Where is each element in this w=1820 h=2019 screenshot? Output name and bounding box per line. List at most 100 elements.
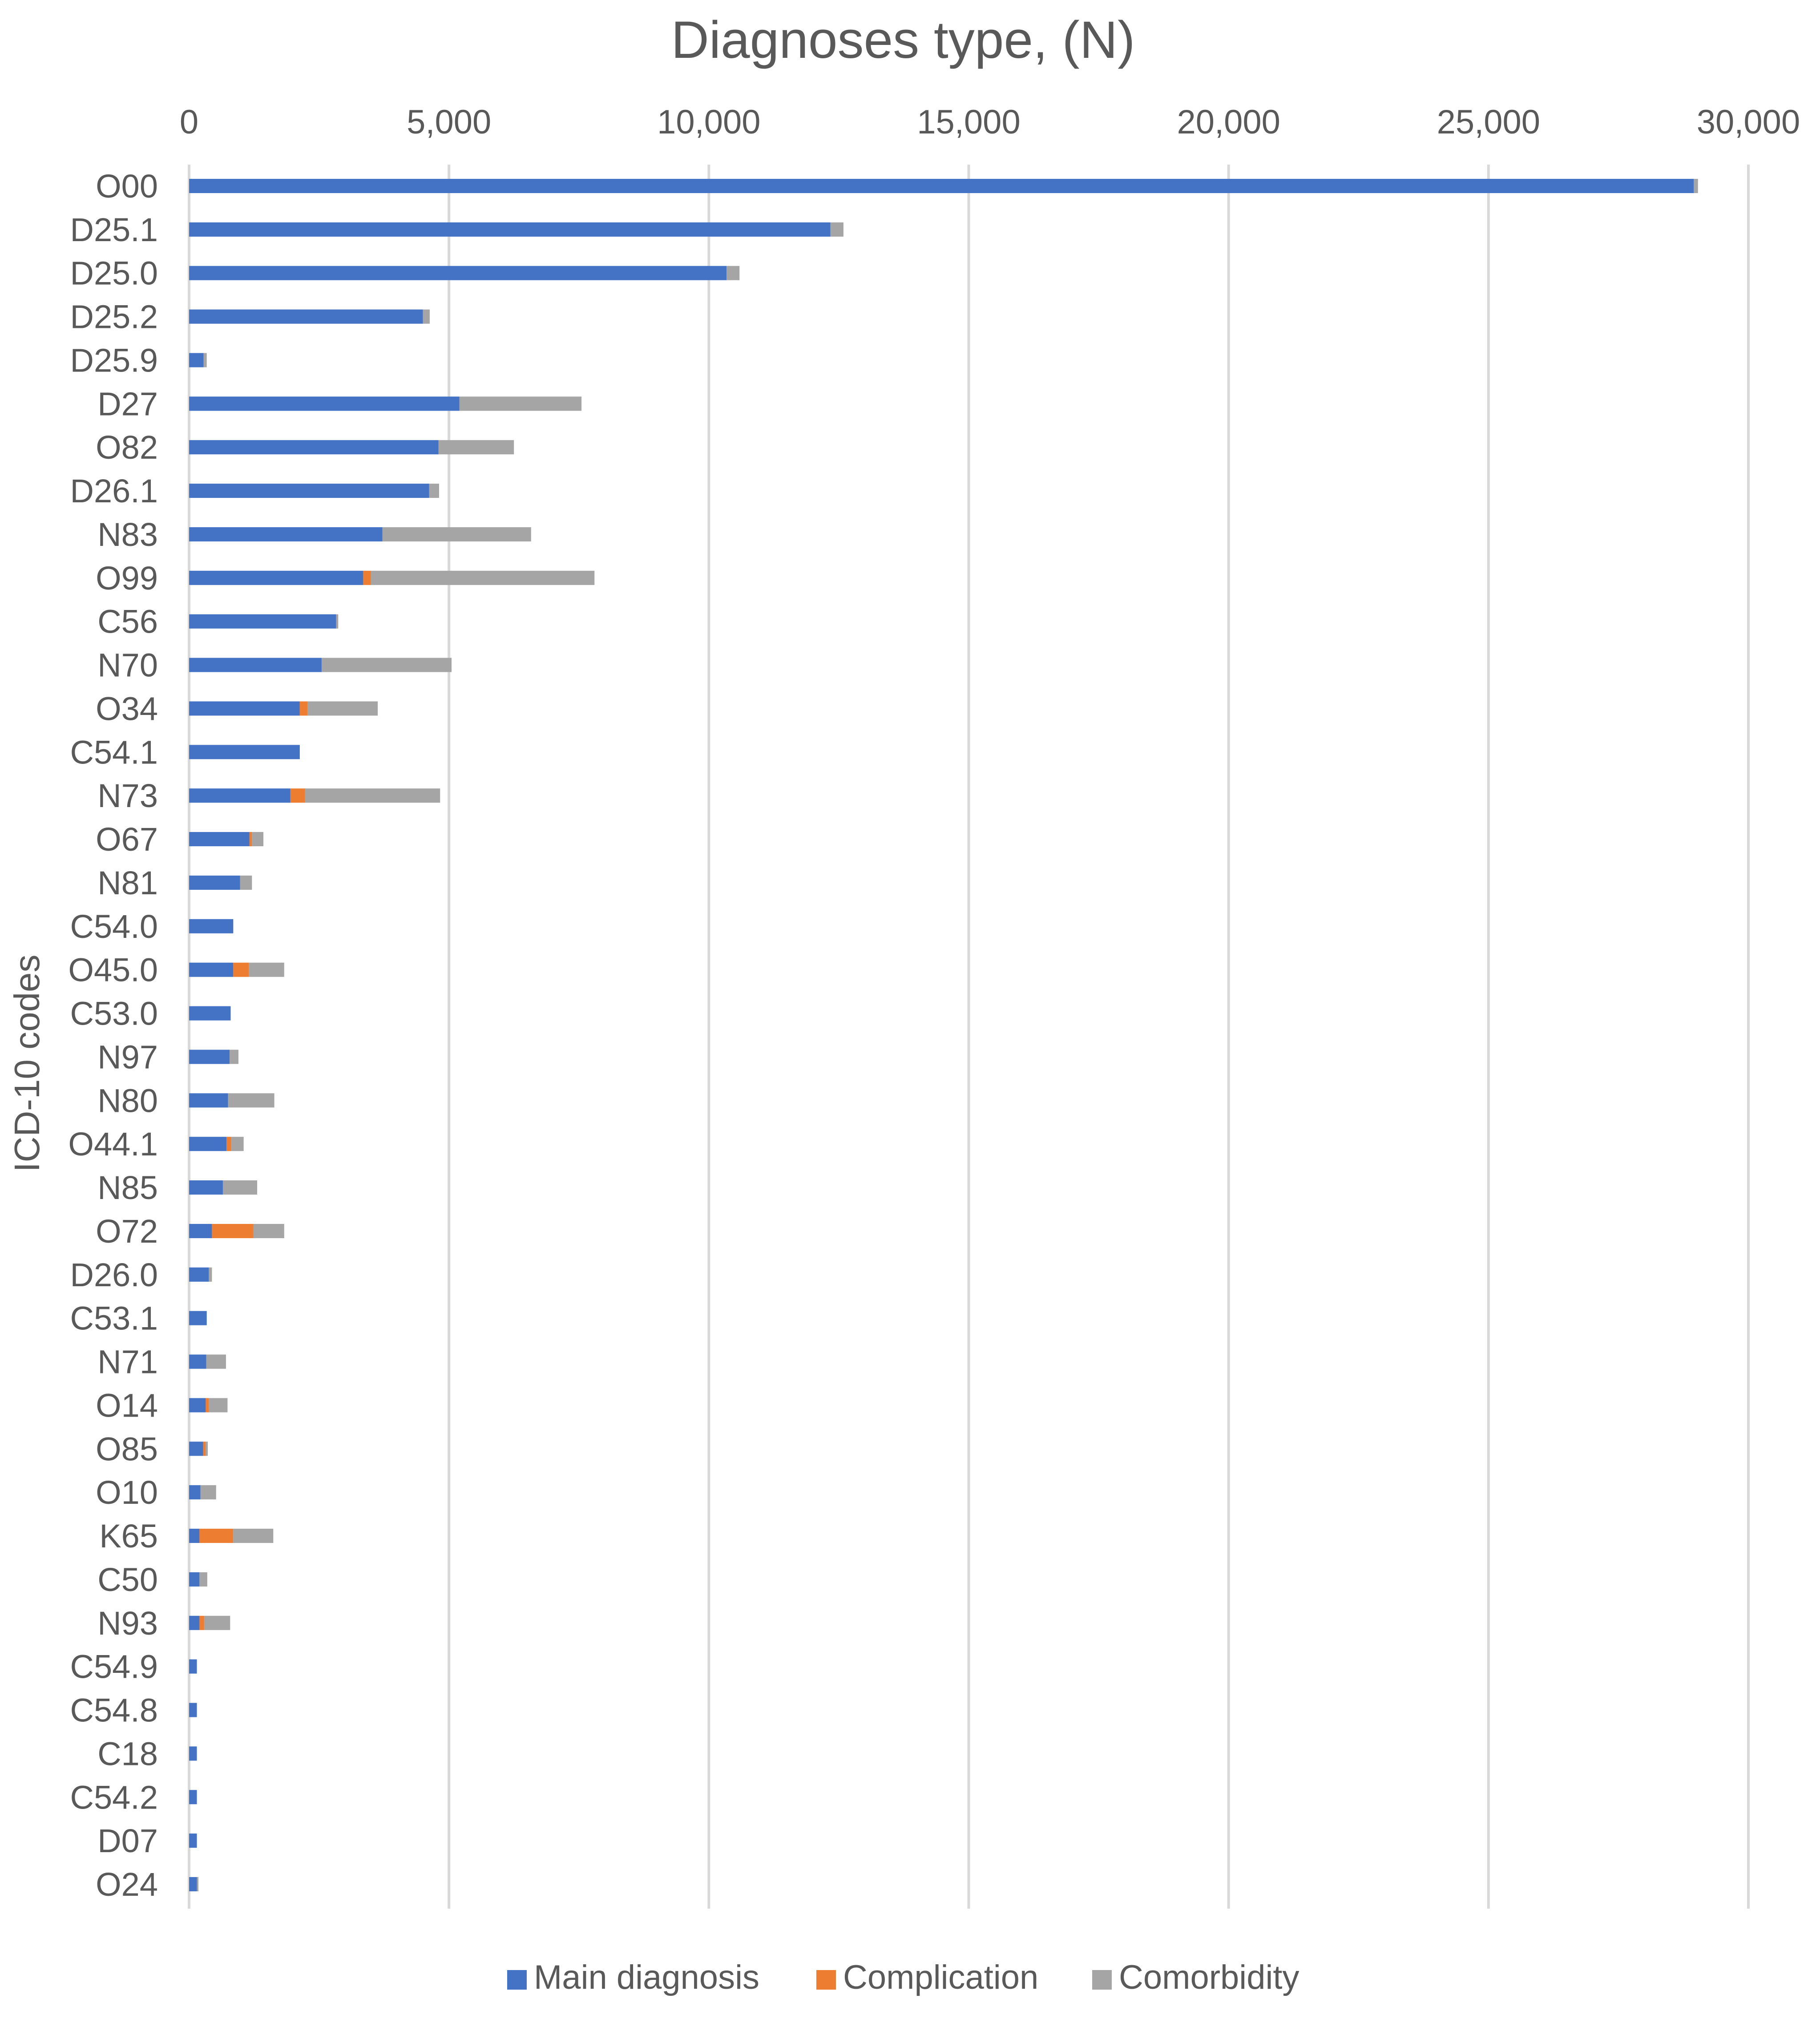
bar-segment	[830, 222, 843, 237]
bars	[189, 179, 1698, 1891]
bar-segment	[189, 745, 300, 759]
category-label: O45.0	[68, 952, 158, 989]
bar-segment	[240, 875, 252, 890]
bar-segment	[253, 1224, 284, 1238]
bar-segment	[189, 1833, 197, 1848]
category-label: D25.9	[70, 342, 158, 379]
category-label: C54.2	[70, 1779, 158, 1816]
bar-segment	[363, 570, 371, 585]
bar-segment	[189, 1485, 201, 1500]
bar-segment	[189, 1703, 197, 1717]
category-label: N83	[97, 516, 158, 553]
gridlines	[188, 165, 1750, 1909]
x-tick-label: 10,000	[657, 103, 760, 141]
category-label: O67	[96, 821, 158, 858]
bar-segment	[231, 1137, 244, 1151]
bar-segment	[189, 1224, 212, 1238]
category-label: D25.1	[70, 211, 158, 248]
category-label: C54.0	[70, 908, 158, 945]
category-label: O34	[96, 690, 158, 727]
bar-segment	[307, 701, 378, 716]
legend-label: Complication	[843, 1958, 1038, 1996]
bar-segment	[189, 1572, 200, 1587]
bar-segment	[197, 1877, 199, 1891]
bar-segment	[189, 1529, 200, 1543]
bar-segment	[209, 1398, 228, 1413]
bar-segment	[189, 832, 250, 847]
bar-segment	[206, 1354, 226, 1369]
legend: Main diagnosis Complication Comorbidity	[507, 1958, 1299, 1996]
category-label: O44.1	[68, 1126, 158, 1163]
x-tick-label: 20,000	[1177, 103, 1280, 141]
bar-segment	[189, 1615, 200, 1630]
legend-label: Main diagnosis	[534, 1958, 759, 1996]
y-axis-category-labels: O00 D25.1 D25.0 D25.2 D25.9 D27 O82 D26.1 N83 O99…	[68, 168, 158, 1903]
x-tick-label: 25,000	[1437, 103, 1540, 141]
bar-segment	[212, 1224, 254, 1238]
bar-segment	[429, 484, 439, 498]
bar-segment	[423, 309, 430, 324]
x-tick-label: 0	[180, 103, 198, 141]
bar-segment	[189, 1354, 206, 1369]
category-label: O24	[96, 1866, 158, 1903]
category-label: O00	[96, 168, 158, 205]
category-label: N80	[97, 1082, 158, 1119]
bar-segment	[189, 222, 831, 237]
bar-segment	[336, 614, 339, 629]
bar-segment	[189, 919, 234, 933]
category-label: O82	[96, 429, 158, 466]
x-axis-tick-labels: 0 5,000 10,000 15,000 20,000 25,000 30,000	[180, 103, 1800, 141]
bar-segment	[189, 1006, 231, 1021]
bar-segment	[200, 1485, 216, 1500]
bar-segment	[230, 1050, 238, 1064]
bar-segment	[189, 1267, 209, 1282]
category-label: C53.1	[70, 1300, 158, 1337]
bar-segment	[203, 353, 207, 367]
bar-segment	[189, 266, 727, 280]
category-label: O72	[96, 1213, 158, 1250]
legend-swatch	[1092, 1970, 1112, 1990]
category-label: C18	[97, 1735, 158, 1772]
category-label: N97	[97, 1038, 158, 1075]
legend-swatch	[816, 1970, 836, 1990]
bar-segment	[189, 788, 291, 803]
bar-segment	[233, 962, 249, 977]
category-label: N81	[97, 864, 158, 901]
bar-segment	[371, 570, 595, 585]
bar-segment	[189, 658, 322, 672]
bar-segment	[206, 1442, 208, 1456]
bar-segment	[199, 1572, 207, 1587]
bar-segment	[438, 440, 514, 455]
bar-segment	[189, 1137, 227, 1151]
bar-segment	[726, 266, 740, 280]
x-tick-label: 15,000	[917, 103, 1020, 141]
bar-segment	[189, 614, 336, 629]
chart-title: Diagnoses type, (N)	[671, 11, 1135, 69]
bar-segment	[209, 1267, 212, 1282]
category-label: C53.0	[70, 995, 158, 1032]
category-label: N93	[97, 1605, 158, 1642]
bar-segment	[228, 1093, 274, 1108]
bar-segment	[222, 1180, 258, 1195]
bar-segment	[203, 1442, 206, 1456]
category-label: D25.0	[70, 255, 158, 292]
bar-segment	[189, 1398, 206, 1413]
category-label: D26.1	[70, 472, 158, 509]
category-label: N70	[97, 647, 158, 684]
bar-segment	[189, 570, 363, 585]
category-label: N71	[97, 1344, 158, 1381]
category-label: C54.9	[70, 1648, 158, 1685]
bar-segment	[459, 396, 582, 411]
bar-segment	[189, 1746, 197, 1761]
bar-segment	[189, 1659, 197, 1674]
bar-segment	[321, 658, 452, 672]
category-label: D07	[97, 1822, 158, 1859]
bar-segment	[189, 309, 423, 324]
bar-segment	[189, 440, 439, 455]
bar-segment	[249, 832, 252, 847]
bar-segment	[189, 1790, 197, 1805]
category-label: D25.2	[70, 299, 158, 335]
category-label: N73	[97, 777, 158, 814]
